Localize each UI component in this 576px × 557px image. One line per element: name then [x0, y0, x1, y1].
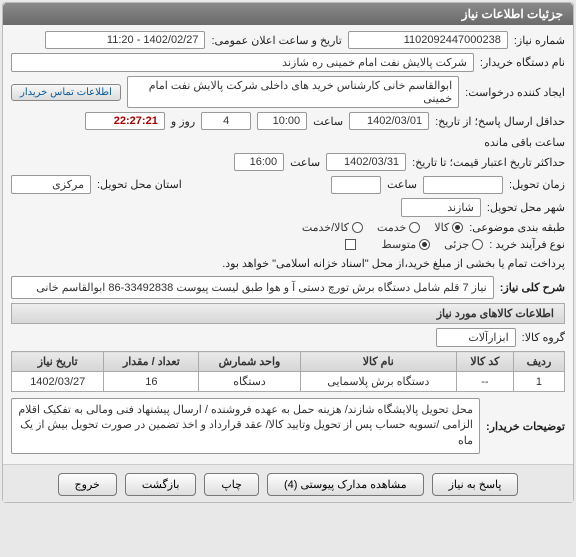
cell-qty: 16 [104, 372, 199, 392]
panel-body: شماره نیاز: 1102092447000238 تاریخ و ساع… [3, 25, 573, 464]
value-need-desc: نیاز 7 قلم شامل دستگاه برش تورچ دستی آ و… [11, 276, 494, 299]
value-delivery-time [331, 176, 381, 194]
label-time-left: ساعت باقی مانده [484, 136, 565, 149]
label-category: طبقه بندی موضوعی: [469, 221, 565, 234]
label-buyer-notes: توضیحات خریدار: [486, 420, 565, 433]
radio-partial-label: جزئی [444, 238, 469, 251]
radio-dot-icon [472, 239, 483, 250]
label-announce-dt: تاریخ و ساعت اعلان عمومی: [211, 34, 341, 47]
th-code: کد کالا [456, 352, 513, 372]
radio-medium-label: متوسط [382, 238, 417, 251]
radio-partial[interactable]: جزئی [444, 238, 483, 251]
value-province: مرکزی [11, 175, 91, 194]
value-days-left: 4 [201, 112, 251, 130]
value-buyer-notes: محل تحویل پالایشگاه شازند/ هزینه حمل به … [11, 398, 480, 454]
label-time-1: ساعت [313, 115, 343, 128]
radio-medium[interactable]: متوسط [382, 238, 431, 251]
value-announce-dt: 1402/02/27 - 11:20 [45, 31, 205, 49]
purchase-radio-group: جزئی متوسط [382, 238, 484, 251]
contact-info-button[interactable]: اطلاعات تماس خریدار [11, 84, 121, 101]
label-delivery-dt: زمان تحویل: [509, 178, 565, 191]
value-requester: ابوالقاسم خانی کارشناس خرید های داخلی شر… [127, 76, 459, 108]
radio-dot-icon [419, 239, 430, 250]
label-day-and: روز و [171, 115, 195, 128]
value-delivery-date [423, 176, 503, 194]
reply-button[interactable]: پاسخ به نیاز [432, 473, 519, 496]
label-purchase-type: نوع فرآیند خرید : [489, 238, 565, 251]
value-deadline-from-date: 1402/03/01 [349, 112, 429, 130]
cell-name: دستگاه برش پلاسمایی [300, 372, 456, 392]
radio-dot-icon [409, 222, 420, 233]
radio-dot-icon [352, 222, 363, 233]
value-buyer-org: شرکت پالایش نفت امام خمینی ره شازند [11, 53, 474, 72]
radio-dot-icon [452, 222, 463, 233]
label-deadline-from: حداقل ارسال پاسخ؛ از تاریخ: [435, 115, 565, 128]
th-unit: واحد شمارش [199, 352, 300, 372]
label-requester: ایجاد کننده درخواست: [465, 86, 565, 99]
cell-date: 1402/03/27 [12, 372, 104, 392]
th-name: نام کالا [300, 352, 456, 372]
items-table: ردیف کد کالا نام کالا واحد شمارش تعداد /… [11, 351, 565, 392]
back-button[interactable]: بازگشت [125, 473, 197, 496]
label-need-desc: شرح کلی نیاز: [500, 281, 565, 294]
radio-goods[interactable]: کالا [434, 221, 463, 234]
label-need-no: شماره نیاز: [514, 34, 565, 47]
category-radio-group: کالا خدمت کالا/خدمت [302, 221, 463, 234]
value-city: شازند [401, 198, 481, 217]
label-province: استان محل تحویل: [97, 178, 182, 191]
button-bar: پاسخ به نیاز مشاهده مدارک پیوستی (4) چاپ… [3, 464, 573, 502]
th-qty: تعداد / مقدار [104, 352, 199, 372]
label-buyer-org: نام دستگاه خریدار: [480, 56, 565, 69]
label-payment-note: پرداخت تمام یا بخشی از مبلغ خرید،از محل … [222, 257, 565, 270]
value-hours-left: 22:27:21 [85, 112, 165, 130]
items-section-header: اطلاعات کالاهای مورد نیاز [11, 303, 565, 324]
treasury-checkbox[interactable] [345, 239, 356, 250]
label-deadline-to: حداکثر تاریخ اعتبار قیمت؛ تا تاریخ: [412, 156, 565, 169]
label-city: شهر محل تحویل: [487, 201, 565, 214]
cell-code: -- [456, 372, 513, 392]
label-time-2: ساعت [290, 156, 320, 169]
label-time-3: ساعت [387, 178, 417, 191]
attachments-button[interactable]: مشاهده مدارک پیوستی (4) [267, 473, 424, 496]
value-goods-group: ابزارآلات [436, 328, 516, 347]
table-row: 1--دستگاه برش پلاسماییدستگاه161402/03/27 [12, 372, 565, 392]
radio-goods-label: کالا [434, 221, 449, 234]
table-header-row: ردیف کد کالا نام کالا واحد شمارش تعداد /… [12, 352, 565, 372]
cell-unit: دستگاه [199, 372, 300, 392]
radio-both-label: کالا/خدمت [302, 221, 349, 234]
radio-service-label: خدمت [377, 221, 406, 234]
value-deadline-to-date: 1402/03/31 [326, 153, 406, 171]
print-button[interactable]: چاپ [204, 473, 259, 496]
radio-service[interactable]: خدمت [377, 221, 420, 234]
value-deadline-to-time: 16:00 [234, 153, 284, 171]
radio-both[interactable]: کالا/خدمت [302, 221, 363, 234]
th-row: ردیف [513, 352, 564, 372]
value-need-no: 1102092447000238 [348, 31, 508, 49]
value-deadline-from-time: 10:00 [257, 112, 307, 130]
details-panel: جزئیات اطلاعات نیاز شماره نیاز: 11020924… [2, 2, 574, 503]
label-goods-group: گروه کالا: [522, 331, 565, 344]
panel-title: جزئیات اطلاعات نیاز [3, 3, 573, 25]
cell-row: 1 [513, 372, 564, 392]
exit-button[interactable]: خروج [58, 473, 117, 496]
th-date: تاریخ نیاز [12, 352, 104, 372]
